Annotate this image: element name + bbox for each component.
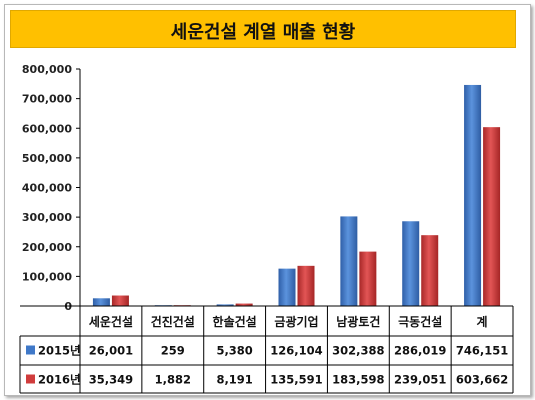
data-table-value: 35,349 <box>89 373 133 387</box>
data-table-value: 183,598 <box>332 373 384 387</box>
legend-label: 2016년 <box>38 373 81 387</box>
chart-frame <box>4 4 531 396</box>
y-tick-label: 700,000 <box>22 93 72 106</box>
bar-2015 <box>340 216 358 306</box>
data-table-value: 26,001 <box>89 344 133 358</box>
legend-swatch-2015 <box>26 345 35 355</box>
data-table-value: 8,191 <box>216 373 252 387</box>
bar-2015 <box>464 84 482 307</box>
data-table-value: 286,019 <box>394 344 446 358</box>
category-label: 금광기업 <box>274 314 318 329</box>
data-table-value: 1,882 <box>155 373 191 387</box>
category-label: 세운건설 <box>89 314 133 329</box>
y-tick-label: 500,000 <box>22 152 72 165</box>
bar-2015 <box>402 221 420 306</box>
y-tick-label: 200,000 <box>22 241 72 254</box>
category-label: 건진건설 <box>151 314 195 329</box>
category-label: 남광토건 <box>336 314 380 329</box>
legend-label: 2015년 <box>38 344 81 358</box>
bar-2016 <box>297 265 315 306</box>
bar-2015 <box>278 268 296 306</box>
bar-2016 <box>483 127 501 306</box>
data-table-value: 5,380 <box>216 344 252 358</box>
y-tick-label: 800,000 <box>22 63 72 76</box>
data-table-value: 603,662 <box>456 373 508 387</box>
y-tick-label: 100,000 <box>22 270 72 283</box>
data-table-value: 746,151 <box>456 344 508 358</box>
title-banner: 세운건설 계열 매출 현황 <box>10 10 516 48</box>
bar-2016 <box>111 295 129 306</box>
data-table-value: 135,591 <box>270 373 322 387</box>
data-table-value: 239,051 <box>394 373 446 387</box>
bar-2016 <box>359 251 377 306</box>
data-table-value: 259 <box>161 344 185 358</box>
chart-title: 세운건설 계열 매출 현황 <box>170 22 356 43</box>
y-tick-label: 600,000 <box>22 122 72 135</box>
category-label: 극동건설 <box>398 314 442 329</box>
category-label: 한솔건설 <box>213 314 257 329</box>
bar-2015 <box>92 298 110 306</box>
y-tick-label: 300,000 <box>22 211 72 224</box>
bar-2016 <box>235 303 253 306</box>
category-label: 계 <box>477 314 488 329</box>
legend-swatch-2016 <box>26 374 35 384</box>
data-table-value: 126,104 <box>270 344 322 358</box>
bar-2016 <box>421 235 439 306</box>
bar-2015 <box>216 304 234 306</box>
y-tick-label: 400,000 <box>22 182 72 195</box>
data-table-value: 302,388 <box>332 344 384 358</box>
